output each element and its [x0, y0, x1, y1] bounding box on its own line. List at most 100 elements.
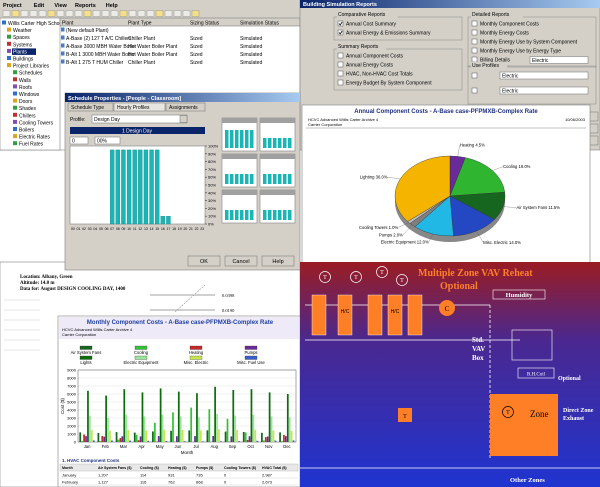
toolbar-button[interactable]: [191, 10, 200, 17]
combo-arrow[interactable]: [179, 115, 188, 123]
tree-item[interactable]: Willis Carter High School: [8, 21, 63, 27]
schedule-bar[interactable]: [110, 149, 115, 225]
tree-item[interactable]: Roofs: [19, 85, 33, 91]
toolbar-button[interactable]: [74, 10, 83, 17]
menu-item[interactable]: Reports: [75, 3, 96, 9]
checkbox[interactable]: [337, 20, 344, 27]
dropdown[interactable]: [499, 86, 589, 95]
tab[interactable]: [165, 102, 206, 112]
dropdown[interactable]: [529, 56, 589, 64]
toolbar-button[interactable]: [11, 10, 20, 17]
checkbox[interactable]: [471, 56, 478, 63]
checkbox[interactable]: [471, 72, 478, 79]
table-cell[interactable]: B-Alt 1 3000 MBH Water Boiler: [66, 52, 135, 58]
tab[interactable]: [67, 102, 114, 112]
schedule-bar[interactable]: [126, 149, 132, 225]
toolbar-button[interactable]: [110, 10, 119, 17]
checkbox[interactable]: [471, 87, 478, 94]
report-option[interactable]: Monthly Energy Costs: [480, 31, 529, 37]
checkbox[interactable]: [337, 52, 344, 59]
toolbar-button[interactable]: [29, 10, 38, 17]
tree-item[interactable]: Plants: [13, 49, 27, 55]
checkbox[interactable]: [471, 38, 478, 45]
checkbox[interactable]: [471, 47, 478, 54]
toolbar-button[interactable]: [164, 10, 173, 17]
table-cell[interactable]: B-Alt 1 275 T HUM Chiller: [66, 60, 124, 66]
button-label[interactable]: OK: [200, 259, 208, 265]
report-option[interactable]: Monthly Energy Use by System Component: [480, 40, 578, 46]
tree-item[interactable]: Systems: [13, 42, 33, 48]
toolbar-button[interactable]: [101, 10, 110, 17]
toolbar-button[interactable]: [47, 10, 56, 17]
toolbar-button[interactable]: [146, 10, 155, 17]
menu-item[interactable]: Project: [3, 3, 22, 9]
schedule-bar[interactable]: [155, 149, 160, 225]
toolbar-button[interactable]: [128, 10, 137, 17]
percent-field[interactable]: [94, 136, 121, 145]
schedule-bar[interactable]: [115, 149, 120, 225]
checkbox[interactable]: [337, 61, 344, 68]
toolbar-button[interactable]: [2, 10, 11, 17]
schedule-bar[interactable]: [121, 149, 126, 225]
menu-item[interactable]: Help: [106, 3, 119, 9]
report-option[interactable]: Annual Component Costs: [346, 54, 403, 60]
schedule-bar[interactable]: [166, 216, 171, 225]
report-option[interactable]: Billing Details: [480, 58, 511, 64]
schedule-bar[interactable]: [138, 149, 143, 225]
tree-item[interactable]: Chillers: [19, 113, 36, 119]
report-option[interactable]: Annual Energy Costs: [346, 63, 393, 69]
report-option[interactable]: Annual Cost Summary: [346, 22, 397, 28]
tree-item[interactable]: Walls: [19, 78, 32, 84]
checkbox[interactable]: [337, 29, 344, 36]
tab-label[interactable]: Schedule Type: [71, 105, 104, 111]
button-label[interactable]: Cancel: [232, 259, 249, 265]
menu-item[interactable]: Edit: [34, 3, 45, 9]
toolbar-button[interactable]: [173, 10, 182, 17]
button-label[interactable]: Help: [272, 259, 283, 265]
tree-item[interactable]: Cooling Towers: [19, 120, 54, 126]
tree-item[interactable]: Buildings: [13, 57, 34, 63]
tab[interactable]: [113, 102, 166, 112]
schedule-bar[interactable]: [132, 149, 137, 225]
tree-item[interactable]: Spaces: [13, 35, 30, 41]
tree-item[interactable]: Doors: [19, 99, 33, 105]
toolbar-button[interactable]: [83, 10, 92, 17]
tree-item[interactable]: Project Libraries: [13, 64, 50, 70]
report-option[interactable]: Monthly Component Costs: [480, 22, 539, 28]
button[interactable]: [261, 255, 295, 267]
tab-label[interactable]: Hourly Profiles: [117, 105, 150, 111]
toolbar-button[interactable]: [119, 10, 128, 17]
report-option[interactable]: HVAC, Non-HVAC Cost Totals: [346, 72, 413, 78]
checkbox[interactable]: [337, 70, 344, 77]
button[interactable]: [187, 255, 221, 267]
tree-item[interactable]: Schedules: [19, 71, 43, 77]
report-option[interactable]: Annual Energy & Emissions Summary: [346, 31, 431, 37]
toolbar-button[interactable]: [155, 10, 164, 17]
tree-item[interactable]: Boilers: [19, 128, 35, 134]
toolbar-button[interactable]: [56, 10, 65, 17]
toolbar-button[interactable]: [65, 10, 74, 17]
tree-item[interactable]: Electric Rates: [19, 135, 50, 141]
table-cell[interactable]: A-Base 3000 MBH Water Boiler: [66, 44, 136, 50]
schedule-bar[interactable]: [149, 149, 154, 225]
toolbar-button[interactable]: [38, 10, 47, 17]
checkbox[interactable]: [471, 20, 478, 27]
tree-item[interactable]: Fuel Rates: [19, 142, 44, 148]
tree-item[interactable]: Shades: [19, 106, 36, 112]
schedule-bar[interactable]: [160, 216, 165, 225]
tree-item[interactable]: Weather: [13, 28, 32, 34]
tab-label[interactable]: Assignments: [169, 105, 198, 111]
table-cell[interactable]: A-Base (2) 127 T A/C Chillers: [66, 36, 132, 42]
checkbox[interactable]: [471, 29, 478, 36]
toolbar-button[interactable]: [137, 10, 146, 17]
hour-field[interactable]: [69, 136, 89, 145]
tree-item[interactable]: Windows: [19, 92, 40, 98]
table-cell[interactable]: (New default Plant): [66, 28, 109, 34]
dropdown[interactable]: [499, 71, 589, 80]
report-option[interactable]: Energy Budget By System Component: [346, 81, 432, 87]
toolbar-button[interactable]: [182, 10, 191, 17]
toolbar-button[interactable]: [20, 10, 29, 17]
menu-item[interactable]: View: [54, 3, 67, 9]
schedule-bar[interactable]: [143, 149, 149, 225]
report-option[interactable]: Monthly Energy Use by Energy Type: [480, 49, 561, 55]
